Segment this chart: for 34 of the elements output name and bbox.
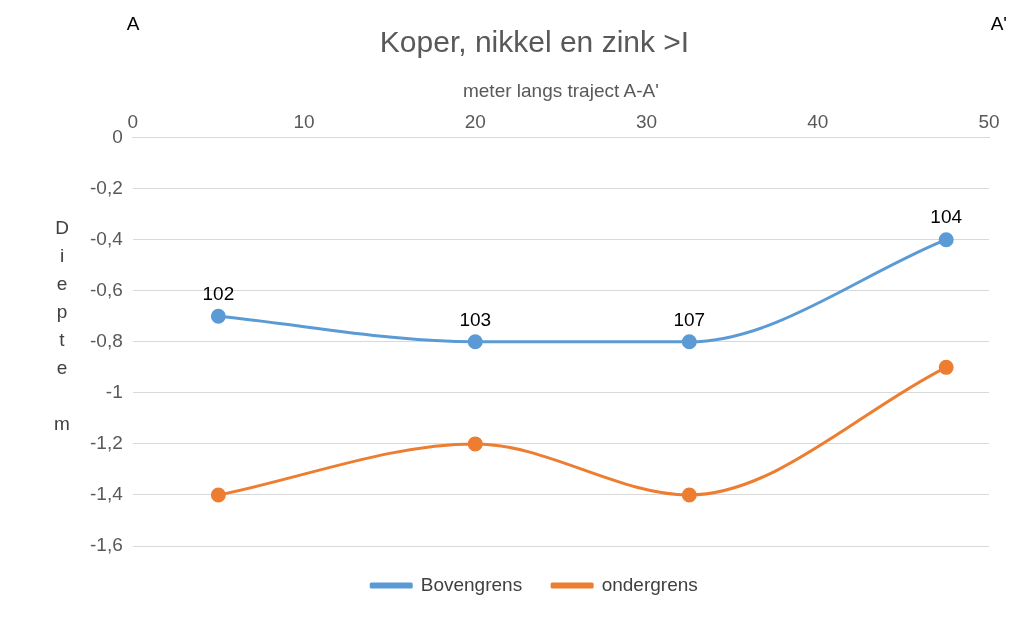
x-tick-label: 30 — [635, 111, 658, 133]
y-tick-label: -0,4 — [89, 227, 124, 249]
y-tick-label: -1 — [105, 381, 123, 403]
point — [681, 334, 697, 350]
chart-title: Koper, nikkel en zink >I — [379, 25, 690, 59]
legend-label: ondergrens — [601, 573, 698, 595]
y-tick-label: -0,2 — [89, 176, 123, 198]
annotation: 104 — [930, 206, 963, 228]
point — [210, 308, 226, 324]
x-tick-label: 10 — [293, 111, 315, 133]
y-tick-label: -1,6 — [89, 534, 123, 556]
annotation: 103 — [459, 308, 492, 330]
x-tick-label: 40 — [807, 111, 829, 133]
point — [938, 359, 954, 375]
point — [467, 334, 483, 350]
x-tick-label: 0 — [127, 111, 139, 133]
point — [681, 487, 697, 503]
y-tick-label: -1,2 — [89, 432, 123, 454]
point — [467, 436, 483, 452]
text: Diepte m — [54, 217, 70, 435]
text: A' — [990, 12, 1007, 34]
text: A — [126, 12, 140, 34]
x-axis-title: meter langs traject A-A' — [462, 79, 659, 101]
point — [210, 487, 226, 503]
y-tick-label: -0,8 — [89, 330, 123, 352]
point — [938, 232, 954, 248]
legend-label: Bovengrens — [420, 573, 523, 595]
x-tick-label: 20 — [464, 111, 486, 133]
y-tick-label: -1,4 — [89, 483, 124, 505]
annotation: 107 — [673, 308, 706, 330]
annotation: 102 — [202, 283, 235, 305]
y-tick-label: -0,6 — [89, 278, 123, 300]
x-tick-label: 50 — [978, 111, 1000, 133]
y-tick-label: 0 — [112, 125, 123, 147]
